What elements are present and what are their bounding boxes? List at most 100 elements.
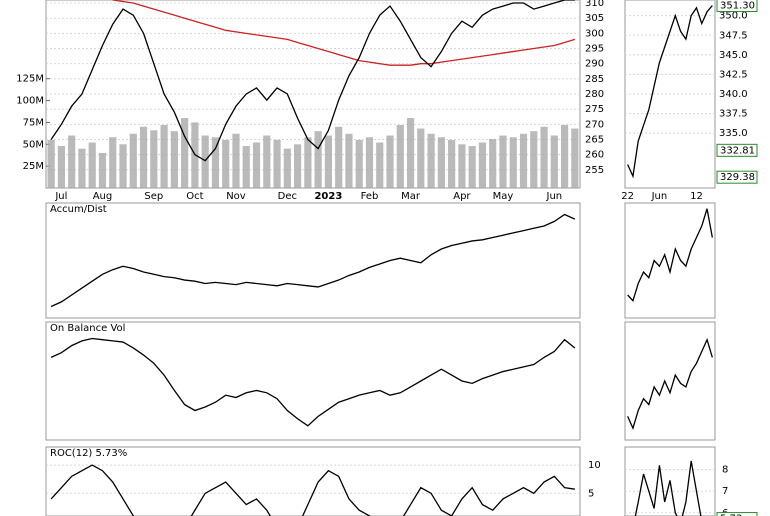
- y-tick-label: 350.0: [719, 11, 748, 22]
- volume-bar: [561, 125, 569, 188]
- price-marker: [716, 0, 758, 12]
- volume-bar: [437, 137, 445, 188]
- x-tick-label: Feb: [361, 191, 379, 202]
- pane: [45, 446, 581, 516]
- volume-bar: [365, 137, 374, 188]
- price-marker-label: 5.73: [720, 514, 742, 516]
- volume-bar: [509, 137, 517, 188]
- price-marker-label: 329.38: [720, 172, 755, 183]
- volume-bar: [252, 142, 261, 188]
- x-tick-label: Mar: [401, 191, 421, 202]
- x-tick-label: 2023: [314, 191, 342, 202]
- volume-bar: [386, 135, 394, 188]
- volume-bar: [458, 144, 466, 188]
- y-tick-label: 345.0: [719, 50, 748, 61]
- y-tick-label: 340.0: [719, 89, 748, 100]
- x-tick-label: 22: [621, 191, 634, 202]
- y-tick-label: 260: [585, 150, 604, 161]
- pane-title: Accum/Dist: [50, 204, 107, 215]
- x-tick-label: Oct: [186, 191, 203, 202]
- volume-bar: [170, 131, 178, 188]
- y-tick-label: 10: [588, 460, 601, 471]
- volume-bar: [139, 126, 148, 188]
- volume-bar: [57, 146, 65, 188]
- y2-tick-label: 75M: [23, 117, 44, 128]
- volume-bar: [396, 125, 404, 188]
- volume-bar: [345, 133, 353, 188]
- pane: [45, 202, 581, 319]
- line: [112, 0, 576, 66]
- pane: [624, 321, 716, 441]
- y-tick-label: 285: [585, 74, 604, 85]
- pane: [624, 202, 716, 319]
- volume-bar: [468, 146, 476, 188]
- y-tick-label: 6: [722, 508, 728, 516]
- y-tick-label: 255: [585, 165, 604, 176]
- x-tick-label: Apr: [453, 191, 471, 202]
- volume-bar: [119, 144, 127, 188]
- x-tick-label: Jun: [651, 191, 668, 202]
- volume-bar: [540, 126, 548, 188]
- volume-bar: [406, 118, 415, 188]
- volume-bar: [499, 135, 507, 188]
- volume-bar: [283, 148, 291, 188]
- x-tick-label: Nov: [226, 191, 246, 202]
- y-tick-label: 290: [585, 59, 604, 70]
- y2-tick-label: 25M: [23, 161, 44, 172]
- line: [50, 213, 576, 308]
- y-tick-label: 335.0: [719, 128, 748, 139]
- y2-tick-label: 50M: [23, 139, 44, 150]
- volume-bar: [376, 142, 384, 188]
- price-marker: [716, 143, 758, 157]
- volume-bar: [109, 137, 117, 188]
- y-tick-label: 275: [585, 104, 604, 115]
- price-marker-label: 332.81: [720, 145, 755, 156]
- x-tick-label: Dec: [278, 191, 297, 202]
- line: [634, 460, 702, 516]
- volume-bar: [335, 126, 343, 188]
- volume-bar: [129, 133, 137, 188]
- x-tick-label: Aug: [93, 191, 113, 202]
- line: [627, 5, 713, 179]
- volume-bar: [294, 144, 302, 188]
- line: [627, 208, 713, 303]
- volume-bar: [550, 135, 558, 188]
- x-tick-label: Jun: [546, 191, 563, 202]
- volume-bar: [304, 137, 312, 188]
- y2-tick-label: 125M: [16, 74, 44, 85]
- volume-bar: [448, 139, 456, 188]
- volume-bar: [232, 133, 240, 188]
- y-tick-label: 342.5: [719, 69, 748, 80]
- y-tick-label: 295: [585, 44, 604, 55]
- volume-bar: [222, 139, 230, 188]
- volume-bar: [242, 146, 250, 188]
- x-tick-label: Sep: [144, 191, 163, 202]
- volume-bar: [68, 135, 76, 188]
- y-tick-label: 280: [585, 89, 604, 100]
- line: [50, 337, 576, 427]
- x-tick-label: 12: [690, 191, 703, 202]
- y-tick-label: 305: [585, 13, 604, 24]
- volume-bar: [150, 130, 158, 188]
- x-tick-label: May: [493, 191, 514, 202]
- volume-bar: [263, 135, 271, 188]
- y-tick-label: 270: [585, 119, 604, 130]
- pane-title: On Balance Vol: [50, 323, 125, 334]
- volume-bar: [78, 148, 86, 188]
- volume-bar: [211, 137, 220, 188]
- y-tick-label: 347.5: [719, 30, 748, 41]
- volume-bar: [88, 142, 96, 188]
- line: [50, 464, 575, 516]
- pane-title: ROC(12) 5.73%: [50, 448, 127, 459]
- volume-bar: [324, 135, 332, 188]
- volume-bar: [571, 128, 579, 188]
- x-tick-label: Jul: [54, 191, 67, 202]
- volume-bar: [427, 133, 435, 188]
- pane: [45, 321, 581, 441]
- price-marker: [716, 170, 758, 184]
- volume-bar: [98, 153, 107, 188]
- y-tick-label: 337.5: [719, 109, 748, 120]
- line: [627, 337, 713, 431]
- volume-bar: [355, 139, 363, 188]
